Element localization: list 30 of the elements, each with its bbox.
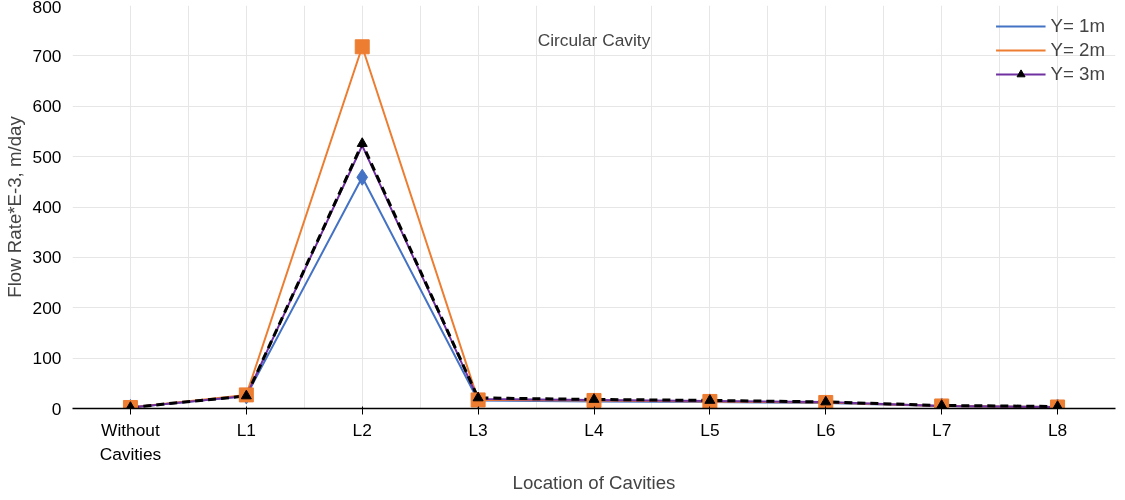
y-tick-label: 700 (32, 45, 62, 66)
x-tick-label: L7 (932, 419, 952, 440)
point (588, 393, 600, 403)
legend-label: Y= 1m (1050, 15, 1105, 37)
y-tick-label: 200 (32, 297, 62, 318)
text: Circular Cavity (537, 29, 651, 50)
point (704, 394, 716, 404)
point (356, 137, 368, 147)
y-tick-label: 400 (32, 197, 62, 217)
y-tick-label: 800 (32, 0, 62, 17)
legend-label: Y= 2m (1050, 39, 1105, 61)
y-axis-title: Flow Rate*E-3, m/day (3, 115, 25, 298)
x-tick-label: L4 (584, 419, 604, 440)
x-tick-label: L3 (468, 419, 488, 440)
legend-label: Y= 3m (1050, 63, 1105, 85)
y-tick-label: 500 (32, 146, 62, 167)
x-tick-label: L8 (1047, 419, 1068, 440)
y-tick-label: 0 (51, 398, 62, 419)
point (354, 39, 370, 55)
x-tick-label: L2 (352, 419, 372, 440)
y-tick-label: 600 (32, 96, 62, 117)
x-tick-label: L1 (236, 419, 256, 440)
y-tick-label: 100 (32, 348, 62, 369)
x-tick-label: L5 (700, 419, 720, 440)
x-axis-title: Location of Cavities (512, 471, 676, 493)
x-tick-label: L6 (816, 419, 836, 440)
y-tick-label: 300 (32, 247, 62, 268)
point (356, 168, 369, 186)
point (472, 391, 484, 402)
x-tick-label: Without Cavities (99, 419, 162, 464)
